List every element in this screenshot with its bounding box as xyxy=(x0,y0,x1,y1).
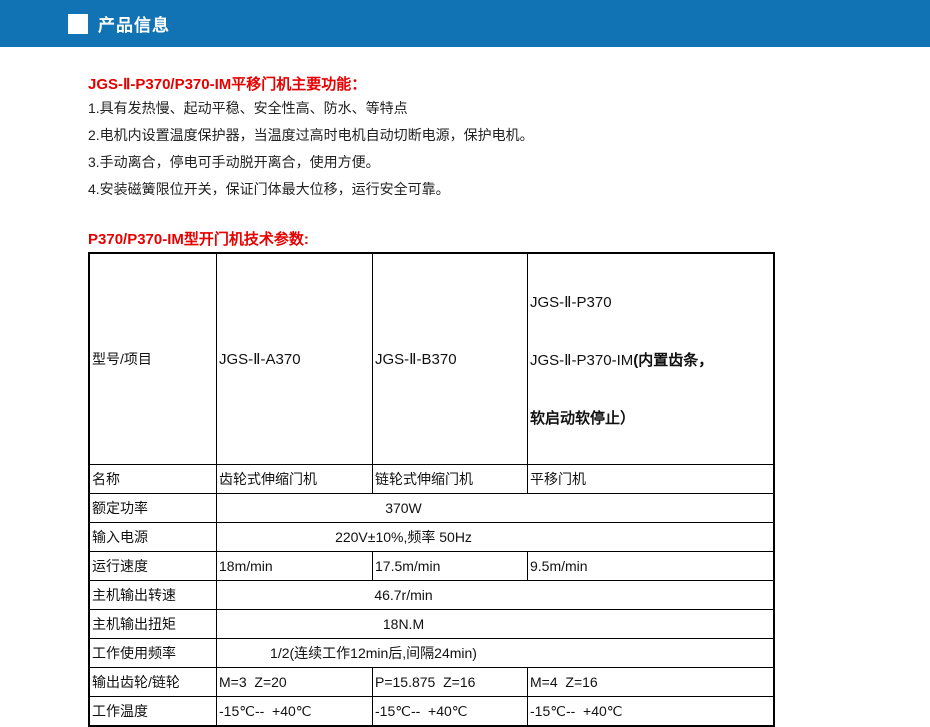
row-label: 主机输出转速 xyxy=(88,580,217,610)
table-row-name: 名称 齿轮式伸缩门机 链轮式伸缩门机 平移门机 xyxy=(88,464,775,494)
merged-value-cell: 46.7r/min xyxy=(216,580,775,610)
section-title: 产品信息 xyxy=(98,16,170,35)
row-label: 运行速度 xyxy=(88,551,217,581)
cell: 18m/min xyxy=(216,551,373,581)
table-row-output-rpm: 主机输出转速 46.7r/min xyxy=(88,580,775,610)
row-label: 输入电源 xyxy=(88,522,217,552)
table-row-input-power: 输入电源 220V±10%,频率 50Hz xyxy=(88,522,775,552)
merged-value-cell: 370W xyxy=(216,493,775,523)
section-header-bar: 产品信息 xyxy=(0,0,930,47)
cell: M=3 Z=20 xyxy=(216,667,373,697)
table-row-working-temp: 工作温度 -15℃-- +40℃ -15℃-- +40℃ -15℃-- +40℃ xyxy=(88,696,775,727)
row-label: 工作温度 xyxy=(88,696,217,727)
table-header-row: 型号/项目 JGS-Ⅱ-A370 JGS-Ⅱ-B370 JGS-Ⅱ-P370 J… xyxy=(88,252,775,465)
feature-item: 1.具有发热慢、起动平稳、安全性高、防水、等特点 xyxy=(88,100,408,116)
merged-value-cell: 220V±10%,频率 50Hz xyxy=(216,522,775,552)
params-heading: P370/P370-IM型开门机技术参数: xyxy=(88,231,309,248)
merged-value-cell: 18N.M xyxy=(216,609,775,639)
cell: P=15.875 Z=16 xyxy=(372,667,528,697)
cell: 链轮式伸缩门机 xyxy=(372,464,528,494)
cell: 平移门机 xyxy=(527,464,775,494)
table-row-duty-cycle: 工作使用频率 1/2(连续工作12min后,间隔24min) xyxy=(88,638,775,668)
model-a370-cell: JGS-Ⅱ-A370 xyxy=(216,252,373,465)
table-row-gear-sprocket: 输出齿轮/链轮 M=3 Z=20 P=15.875 Z=16 M=4 Z=16 xyxy=(88,667,775,697)
feature-item: 3.手动离合，停电可手动脱开离合，使用方便。 xyxy=(88,154,380,170)
cell: -15℃-- +40℃ xyxy=(372,696,528,727)
merged-value-cell: 1/2(连续工作12min后,间隔24min) xyxy=(216,638,775,668)
header-label-cell: 型号/项目 xyxy=(88,252,217,465)
model-p370-line2: JGS-Ⅱ-P370-IM(内置齿条， xyxy=(530,352,714,369)
section-marker-icon xyxy=(68,13,88,34)
cell: -15℃-- +40℃ xyxy=(216,696,373,727)
row-label: 名称 xyxy=(88,464,217,494)
feature-item: 2.电机内设置温度保护器，当温度过高时电机自动切断电源，保护电机。 xyxy=(88,127,534,143)
row-label: 工作使用频率 xyxy=(88,638,217,668)
model-p370-line1: JGS-Ⅱ-P370 xyxy=(530,294,612,311)
cell: -15℃-- +40℃ xyxy=(527,696,775,727)
row-label: 主机输出扭矩 xyxy=(88,609,217,639)
feature-item: 4.安装磁簧限位开关，保证门体最大位移，运行安全可靠。 xyxy=(88,181,450,197)
table-row-output-torque: 主机输出扭矩 18N.M xyxy=(88,609,775,639)
row-label: 输出齿轮/链轮 xyxy=(88,667,217,697)
row-label: 额定功率 xyxy=(88,493,217,523)
table-row-rated-power: 额定功率 370W xyxy=(88,493,775,523)
model-p370-line3: 软启动软停止） xyxy=(530,410,636,427)
table-row-speed: 运行速度 18m/min 17.5m/min 9.5m/min xyxy=(88,551,775,581)
functions-heading: JGS-Ⅱ-P370/P370-IM平移门机主要功能： xyxy=(88,76,367,93)
cell: 齿轮式伸缩门机 xyxy=(216,464,373,494)
tech-params-table: 型号/项目 JGS-Ⅱ-A370 JGS-Ⅱ-B370 JGS-Ⅱ-P370 J… xyxy=(88,252,775,727)
cell: M=4 Z=16 xyxy=(527,667,775,697)
cell: 9.5m/min xyxy=(527,551,775,581)
model-b370-cell: JGS-Ⅱ-B370 xyxy=(372,252,528,465)
feature-list: 1.具有发热慢、起动平稳、安全性高、防水、等特点 2.电机内设置温度保护器，当温… xyxy=(88,95,534,203)
model-p370-cell: JGS-Ⅱ-P370 JGS-Ⅱ-P370-IM(内置齿条， 软启动软停止） xyxy=(527,252,775,465)
cell: 17.5m/min xyxy=(372,551,528,581)
